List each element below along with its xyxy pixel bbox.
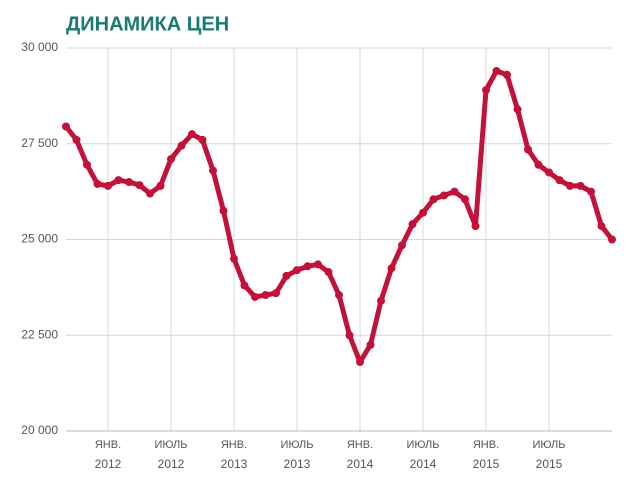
x-tick-label: ИЮЛЬ bbox=[155, 439, 188, 451]
x-tick-label: ЯНВ. bbox=[347, 439, 373, 451]
point bbox=[209, 166, 217, 175]
x-tick-label: ЯНВ. bbox=[473, 439, 499, 451]
point bbox=[156, 181, 165, 190]
x-tick-label: ЯНВ. bbox=[95, 439, 121, 451]
point bbox=[135, 181, 144, 190]
point bbox=[251, 292, 259, 301]
point bbox=[471, 222, 480, 231]
point bbox=[177, 141, 186, 150]
point bbox=[72, 135, 81, 144]
x-tick-label: 2015 bbox=[536, 457, 563, 471]
point bbox=[93, 179, 102, 188]
point bbox=[377, 296, 385, 305]
y-tick-label: 20 000 bbox=[21, 423, 58, 437]
point bbox=[293, 266, 301, 275]
point bbox=[314, 260, 322, 269]
point bbox=[167, 155, 175, 164]
point bbox=[219, 206, 228, 215]
point bbox=[576, 181, 585, 190]
point bbox=[419, 208, 427, 217]
point bbox=[482, 86, 490, 95]
y-tick-label: 30 000 bbox=[21, 40, 58, 54]
x-tick-label: ЯНВ. bbox=[221, 439, 247, 451]
point bbox=[345, 331, 354, 340]
point bbox=[303, 262, 312, 271]
point bbox=[587, 187, 595, 196]
point bbox=[450, 187, 459, 196]
point bbox=[440, 191, 448, 200]
x-tick-label: ИЮЛЬ bbox=[281, 439, 314, 451]
point bbox=[429, 195, 438, 204]
x-tick-label: ИЮЛЬ bbox=[407, 439, 440, 451]
point bbox=[408, 220, 417, 229]
x-tick-label: 2014 bbox=[410, 457, 437, 471]
point bbox=[114, 176, 123, 185]
point bbox=[83, 160, 91, 169]
point bbox=[503, 70, 511, 79]
point bbox=[366, 340, 375, 349]
y-tick-label: 22 500 bbox=[21, 327, 58, 341]
x-tick-label: 2015 bbox=[473, 457, 500, 471]
y-tick-label: 27 500 bbox=[21, 136, 58, 150]
point bbox=[524, 145, 532, 154]
point bbox=[356, 358, 364, 367]
point bbox=[398, 241, 406, 250]
y-tick-label: 25 000 bbox=[21, 232, 58, 246]
point bbox=[534, 160, 543, 169]
point bbox=[240, 281, 249, 290]
point bbox=[513, 105, 522, 114]
point bbox=[324, 268, 333, 277]
point bbox=[272, 289, 280, 298]
point bbox=[597, 222, 606, 231]
point bbox=[608, 235, 616, 244]
point bbox=[188, 130, 196, 139]
point bbox=[104, 181, 112, 190]
point bbox=[335, 291, 343, 300]
point bbox=[125, 178, 133, 187]
point bbox=[230, 254, 238, 263]
x-tick-label: 2012 bbox=[95, 457, 122, 471]
point bbox=[261, 291, 270, 300]
x-tick-label: 2014 bbox=[347, 457, 374, 471]
x-tick-label: 2013 bbox=[221, 457, 248, 471]
point bbox=[492, 66, 501, 75]
point bbox=[566, 181, 574, 190]
point bbox=[62, 122, 70, 131]
point bbox=[198, 135, 207, 144]
x-tick-label: 2013 bbox=[284, 457, 311, 471]
point bbox=[282, 271, 291, 280]
point bbox=[555, 176, 564, 185]
point bbox=[545, 168, 553, 177]
chart-title: ДИНАМИКА ЦЕН bbox=[66, 13, 229, 35]
point bbox=[146, 189, 154, 198]
x-tick-label: 2012 bbox=[158, 457, 185, 471]
point bbox=[387, 264, 396, 273]
x-tick-label: ИЮЛЬ bbox=[533, 439, 566, 451]
point bbox=[461, 195, 469, 204]
